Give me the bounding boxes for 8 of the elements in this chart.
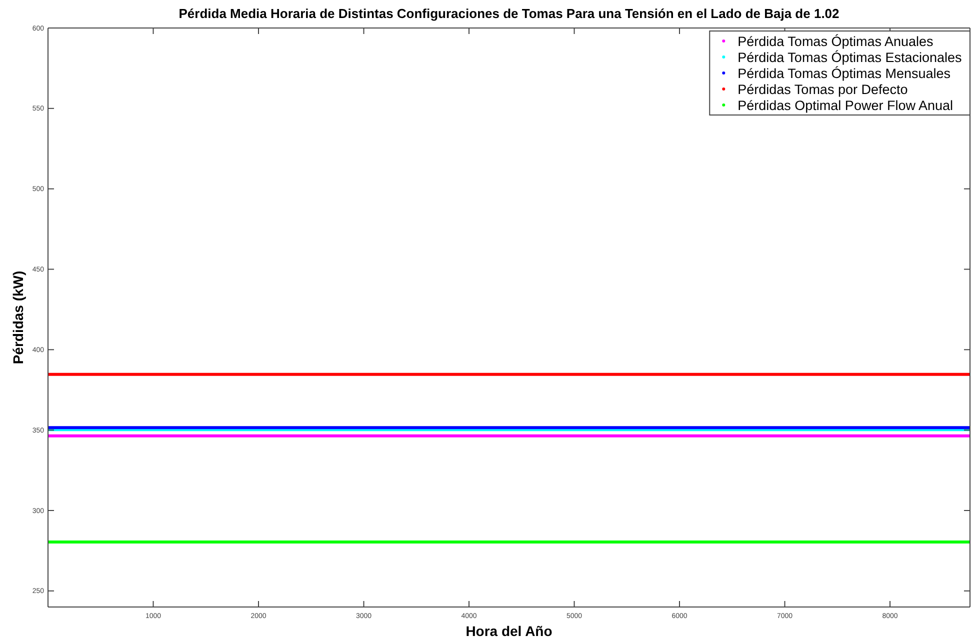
legend-label: Pérdida Tomas Óptimas Mensuales <box>738 66 951 81</box>
legend-label: Pérdidas Optimal Power Flow Anual <box>738 98 953 113</box>
y-axis-title: Pérdidas (kW) <box>10 270 26 364</box>
legend-label: Pérdidas Tomas por Defecto <box>738 82 908 97</box>
x-axis-title: Hora del Año <box>466 623 552 639</box>
chart-title: Pérdida Media Horaria de Distintas Configuraciones de Tomas Para una Tensión en el Lado de Baja de 1.02 <box>178 6 840 21</box>
legend-label: Pérdida Tomas Óptimas Anuales <box>738 34 934 49</box>
legend-label: Pérdida Tomas Óptimas Estacionales <box>738 50 962 65</box>
